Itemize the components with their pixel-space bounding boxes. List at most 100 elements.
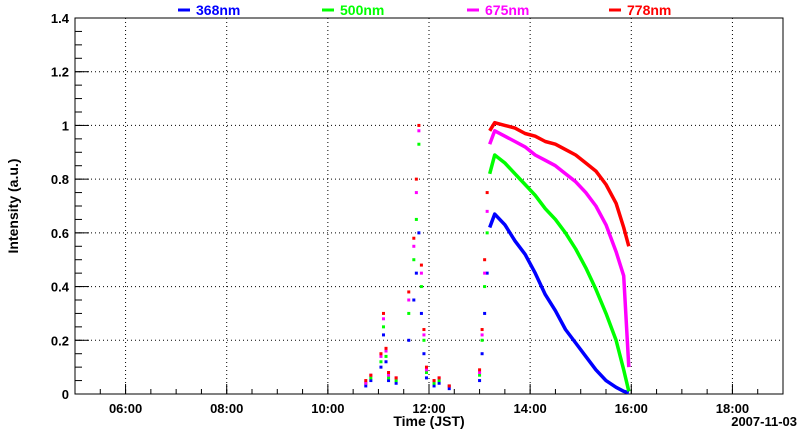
data-point [364,384,368,388]
data-point [369,379,373,383]
data-point [384,346,388,350]
data-point [485,191,489,195]
data-point [407,311,411,315]
data-point [480,333,484,337]
legend-label: 368nm [196,2,240,18]
data-point [407,290,411,294]
series-curve [488,129,631,368]
data-point [478,373,482,377]
data-point [379,354,383,358]
data-point [483,285,487,289]
data-point [419,263,423,267]
x-tick-label: 06:00 [109,401,142,416]
data-point [384,354,388,358]
y-tick-label: 1.2 [51,65,69,80]
y-axis-title: Intensity (a.u.) [5,159,21,254]
y-tick-label: 0.6 [51,226,69,241]
legend-label: 778nm [627,2,671,18]
data-point [394,376,398,380]
grid [75,17,783,394]
series-curve [488,153,631,392]
data-point [424,371,428,375]
data-point [394,379,398,383]
x-tick-label: 18:00 [716,401,749,416]
legend: 368nm 500nm 675nm 778nm [178,2,671,18]
series-675nm [364,129,631,388]
data-point [379,352,383,356]
data-point [384,349,388,353]
data-point [412,258,416,262]
data-point [379,365,383,369]
y-tick-label: 0.8 [51,172,69,187]
y-tick-label: 0 [62,387,69,402]
data-point [379,360,383,364]
data-point [412,244,416,248]
data-point [414,191,418,195]
data-point [478,371,482,375]
data-point [437,379,441,383]
data-point [419,311,423,315]
data-point [424,368,428,372]
data-point [485,231,489,235]
legend-label: 500nm [340,2,384,18]
data-point [407,298,411,302]
x-tick-label: 10:00 [311,401,344,416]
data-point [480,338,484,342]
axis-ticks: 06:00 08:00 10:00 12:00 14:00 16:00 18:00 0 0.2 0… [51,11,784,416]
data-point [381,311,385,315]
data-point [437,381,441,385]
data-point [422,333,426,337]
data-point [414,217,418,221]
data-point [412,236,416,240]
data-point [447,384,451,388]
y-tick-label: 1.4 [51,11,70,26]
data-point [478,379,482,383]
data-point [417,142,421,146]
legend-label: 675nm [485,2,529,18]
data-point [387,371,391,375]
data-point [447,387,451,391]
date-label: 2007-11-03 [731,414,797,429]
data-point [381,325,385,329]
data-point [485,209,489,213]
data-point [422,338,426,342]
x-tick-label: 12:00 [412,401,445,416]
data-point [381,333,385,337]
data-point [414,271,418,275]
series-curve [488,212,630,395]
data-point [485,271,489,275]
data-point [478,368,482,372]
data-point [424,376,428,380]
data-point [483,271,487,275]
data-point [424,365,428,369]
x-axis-title: Time (JST) [393,413,464,429]
data-point [422,352,426,356]
data-point [419,285,423,289]
data-point [387,376,391,380]
data-point [417,129,421,133]
data-point [369,373,373,377]
data-point [414,177,418,181]
data-point [480,328,484,332]
data-point [387,379,391,383]
y-tick-label: 1 [62,118,69,133]
data-point [437,376,441,380]
data-series [364,120,631,395]
x-tick-label: 08:00 [210,401,243,416]
data-point [384,360,388,364]
data-point [422,328,426,332]
data-point [480,352,484,356]
data-point [381,317,385,321]
data-point [364,379,368,383]
data-point [364,381,368,385]
data-point [483,311,487,315]
data-point [483,258,487,262]
series-778nm [364,120,631,388]
series-curve [488,120,631,247]
data-point [417,231,421,235]
data-point [417,123,421,127]
data-point [407,338,411,342]
data-point [412,298,416,302]
data-point [432,384,436,388]
